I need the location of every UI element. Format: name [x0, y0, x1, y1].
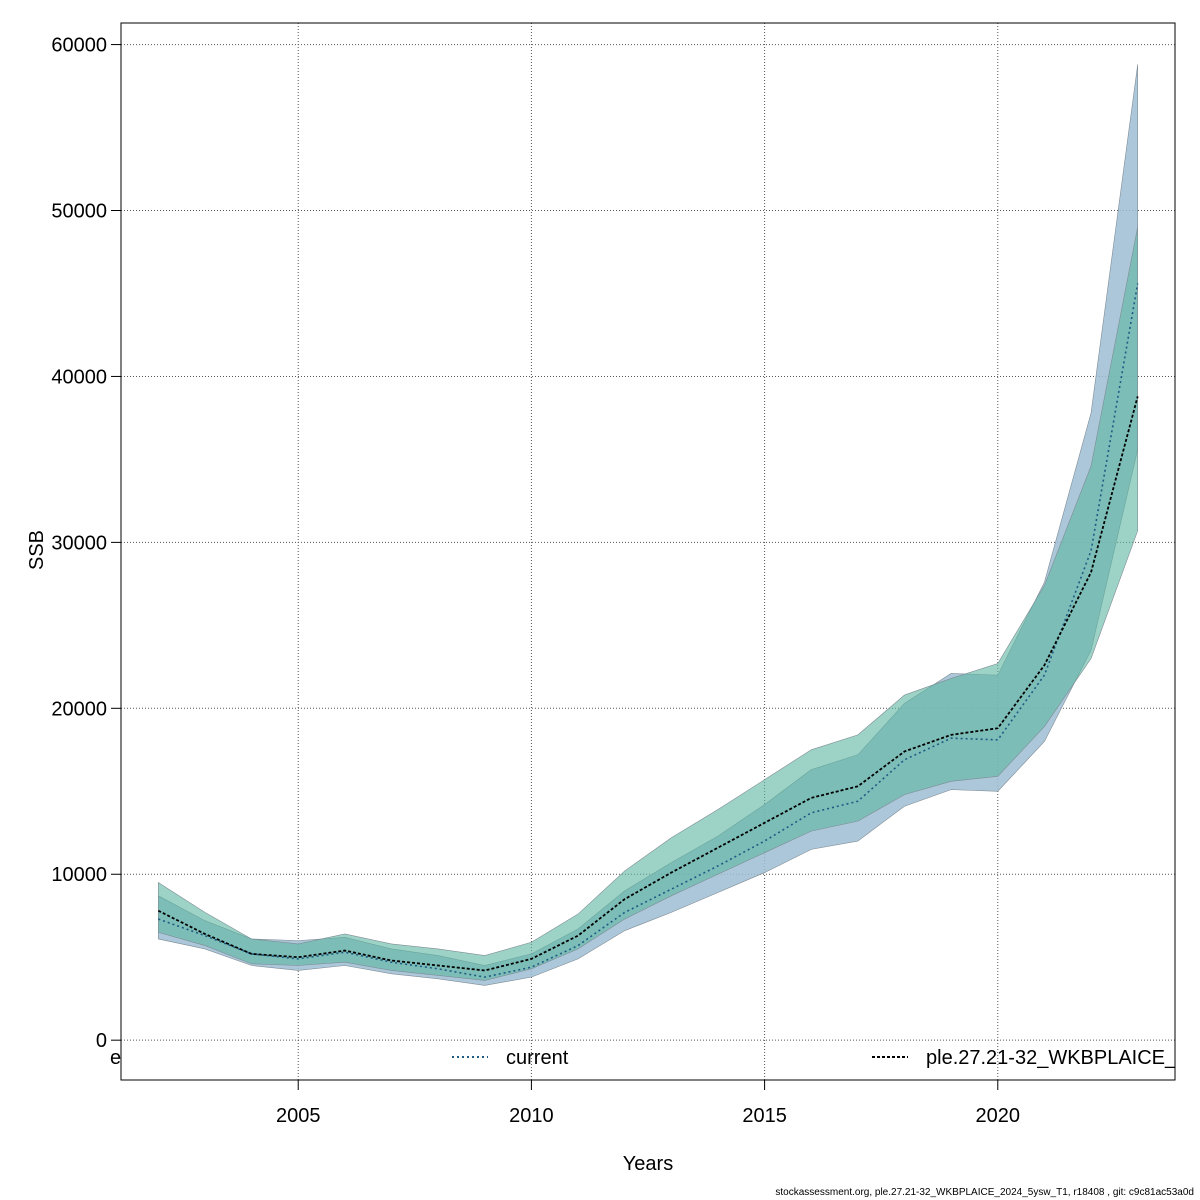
confidence-band-wkbplaice [158, 227, 1138, 981]
y-tick-label: 60000 [51, 35, 107, 57]
x-axis-label: Years [623, 1153, 673, 1175]
y-tick-label: 10000 [51, 864, 107, 886]
y-tick-label: 30000 [51, 532, 107, 554]
y-axis-label: SSB [26, 530, 48, 570]
confidence-bands [158, 64, 1138, 986]
x-tick-label: 2010 [509, 1105, 554, 1127]
grid-lines [121, 23, 1175, 1080]
plot-frame [120, 22, 1176, 1081]
series-lines [157, 283, 1139, 978]
legend-label-wkbplaice: ple.27.21-32_WKBPLAICE_2 [926, 1047, 1187, 1069]
x-tick-label: 2020 [976, 1105, 1021, 1127]
legend: e current ple.27.21-32_WKBPLAICE_2 [110, 1047, 1187, 1069]
legend-label-current: current [506, 1047, 569, 1069]
y-tick-label: 20000 [51, 698, 107, 720]
x-axis: 2005 2010 2015 2020 [276, 1080, 1020, 1127]
x-tick-label: 2015 [742, 1105, 787, 1127]
y-tick-label: 50000 [51, 201, 107, 223]
y-tick-label: 40000 [51, 366, 107, 388]
series-line-current [158, 283, 1139, 978]
y-axis: 0 10000 20000 30000 40000 50000 60000 [51, 35, 121, 1052]
footer-credit: stockassessment.org, ple.27.21-32_WKBPLA… [775, 1187, 1194, 1198]
y-tick-label: 0 [96, 1030, 107, 1052]
legend-label-e: e [110, 1047, 121, 1069]
confidence-band-current [158, 64, 1138, 986]
x-tick-label: 2005 [276, 1105, 321, 1127]
